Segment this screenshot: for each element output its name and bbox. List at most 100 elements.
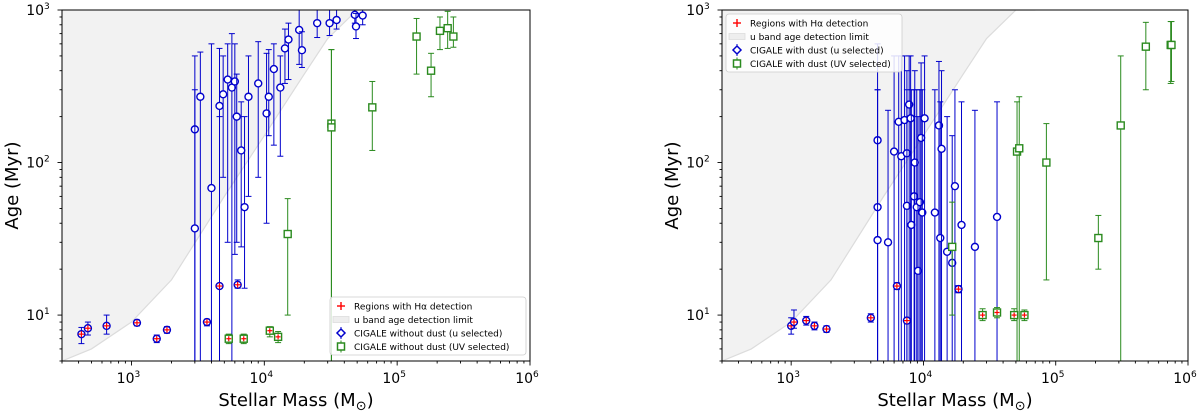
x-axis-label-close: ) [1026,390,1033,411]
data-point [957,220,966,230]
data-point [873,235,882,245]
data-point [992,212,1002,222]
data-point [240,202,249,212]
x-tick-label: 103 [776,370,800,387]
data-point [264,92,273,101]
x-tick-label: 106 [515,370,539,387]
x-tick-label: 103 [117,370,141,387]
data-point [358,11,367,20]
data-point [930,208,940,217]
data-point [280,44,290,53]
y-tick-label: 101 [26,307,50,324]
x-tick-exponent: 5 [1059,370,1065,380]
y-tick-exponent: 1 [44,307,50,317]
x-axis: 103 104 105 106 [61,361,539,387]
y-tick-exponent: 3 [44,2,50,12]
y-tick-exponent: 2 [704,155,710,165]
x-tick-exponent: 3 [135,370,141,380]
data-point [443,23,452,33]
legend: Regions with Hα detection u band age dete… [725,13,903,73]
data-point [1094,233,1103,243]
legend-label: CIGALE without dust (UV selected) [354,343,509,353]
data-point [913,266,923,276]
legend-square-marker [336,342,346,351]
data-point [1167,40,1176,50]
data-point [297,46,307,55]
axes-frame [61,9,531,362]
y-tick-label: 101 [686,307,710,324]
data-point [915,197,925,207]
data-point [918,208,927,217]
x-tick-exponent: 4 [926,370,932,380]
x-tick-label: 106 [1173,370,1197,387]
data-point [232,112,241,121]
data-point [435,26,445,36]
data-point [207,183,216,193]
data-point [284,35,293,44]
data-point [276,83,285,92]
data-point [215,101,224,111]
y-axis: 101 102 103 [26,2,62,362]
data-point [937,144,946,154]
data-point [350,10,360,20]
data-point [351,22,361,31]
series-circle-plus [786,309,912,335]
legend-band-marker [332,316,350,323]
x-tick-label: 104 [250,370,274,387]
legend-band-marker [728,33,746,40]
x-tick-exponent: 6 [1191,370,1197,380]
y-axis-label: Age (Myr) [662,141,683,229]
x-tick-label: 105 [1041,370,1065,387]
x-axis-label-main: Stellar Mass (M [218,390,355,411]
x-tick-exponent: 3 [794,370,800,380]
legend-label: u band age detection limit [750,33,869,43]
y-tick-exponent: 1 [704,307,710,317]
y-tick-exponent: 3 [704,2,710,12]
data-point [190,224,200,233]
data-point [916,133,926,143]
legend-box [725,13,903,73]
x-tick-label: 105 [382,370,406,387]
plot-area [62,10,458,361]
x-tick-exponent: 4 [267,370,273,380]
data-point [269,64,279,74]
panel-right: 103 104 105 106 101 102 103 Stellar Mass (M⊙) Ag… [662,2,1197,411]
legend-label: CIGALE with dust (u selected) [750,47,884,57]
y-tick-label: 102 [686,155,710,172]
data-point [327,123,336,132]
legend-box [329,296,527,356]
x-axis-label: Stellar Mass (M⊙) [877,390,1032,411]
plot-area [722,10,1176,361]
y-tick-label: 102 [26,155,50,172]
detection-limit-edge [62,10,358,361]
legend-label: CIGALE without dust (u selected) [354,330,502,340]
data-point [368,103,377,112]
axes-frame [721,9,1189,362]
y-tick-label: 103 [26,2,50,19]
data-point [312,18,322,28]
x-tick-label: 104 [909,370,933,387]
data-point [906,114,915,123]
x-tick-exponent: 6 [533,370,539,380]
data-point [1042,158,1051,167]
x-tick-exponent: 5 [400,370,406,380]
detection-limit-band [722,10,1036,361]
data-point [426,66,436,75]
series-circle [190,10,367,361]
data-point [948,242,957,252]
series-circle [873,43,1002,361]
data-point [1116,121,1125,130]
data-point [218,90,228,99]
legend: Regions with Hα detection u band age dete… [329,296,527,356]
x-axis-label-main: Stellar Mass (M [877,390,1014,411]
x-axis-label: Stellar Mass (M⊙) [218,390,373,411]
y-axis-label: Age (Myr) [2,141,23,229]
legend-label: CIGALE with dust (UV selected) [750,60,891,70]
y-tick-exponent: 2 [44,155,50,165]
data-point [1141,42,1151,51]
detection-limit-edge [722,10,1036,361]
panel-left: 103 104 105 106 101 102 103 Stellar Mass (M⊙) Ag… [2,2,539,411]
legend-square-marker [732,59,742,68]
series-square [948,21,1176,361]
data-point [223,75,232,84]
